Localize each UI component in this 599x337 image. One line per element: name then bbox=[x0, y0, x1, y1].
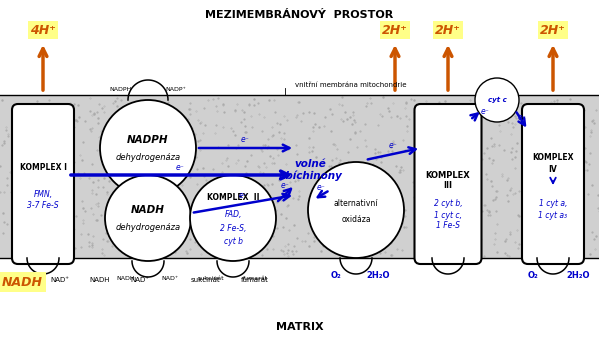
Text: NADPH: NADPH bbox=[127, 135, 169, 145]
Text: FAD,: FAD, bbox=[224, 210, 241, 218]
Circle shape bbox=[190, 175, 276, 261]
Text: O₂: O₂ bbox=[331, 272, 341, 280]
Text: dehydrogenáza: dehydrogenáza bbox=[116, 153, 180, 162]
Text: IV: IV bbox=[549, 165, 558, 175]
Text: 2H⁺: 2H⁺ bbox=[435, 24, 461, 36]
Text: e⁻: e⁻ bbox=[389, 142, 397, 151]
Text: 4H⁺: 4H⁺ bbox=[30, 24, 56, 36]
Text: MATRIX: MATRIX bbox=[276, 322, 323, 332]
Text: FMN,
3-7 Fe-S: FMN, 3-7 Fe-S bbox=[27, 190, 59, 210]
Text: e⁻: e⁻ bbox=[281, 182, 290, 190]
Text: III: III bbox=[443, 182, 452, 190]
Text: NADH: NADH bbox=[117, 276, 135, 281]
Text: fumarát: fumarát bbox=[243, 276, 268, 281]
Text: oxidáza: oxidáza bbox=[341, 215, 371, 224]
FancyBboxPatch shape bbox=[415, 104, 482, 264]
FancyBboxPatch shape bbox=[12, 104, 74, 264]
Text: e⁻: e⁻ bbox=[238, 191, 247, 201]
Text: NADP⁺: NADP⁺ bbox=[166, 87, 186, 92]
Text: cyt b: cyt b bbox=[223, 237, 243, 245]
FancyBboxPatch shape bbox=[522, 104, 584, 264]
Text: KOMPLEX I: KOMPLEX I bbox=[20, 163, 66, 173]
Text: NADH: NADH bbox=[90, 277, 110, 283]
Text: sukcinát: sukcinát bbox=[190, 277, 220, 283]
Circle shape bbox=[105, 175, 191, 261]
Text: 2H₂O: 2H₂O bbox=[366, 272, 390, 280]
Text: e⁻: e⁻ bbox=[241, 135, 250, 145]
Text: NAD⁺: NAD⁺ bbox=[162, 276, 179, 281]
Text: 1 cyt a,: 1 cyt a, bbox=[539, 198, 567, 208]
Circle shape bbox=[308, 162, 404, 258]
Text: NADH: NADH bbox=[131, 205, 165, 215]
Text: 2 cyt b,: 2 cyt b, bbox=[434, 200, 462, 209]
Circle shape bbox=[100, 100, 196, 196]
Text: sukcinát: sukcinát bbox=[198, 276, 224, 281]
Text: volné
ubíchinony: volné ubíchinony bbox=[278, 159, 342, 181]
Text: e⁻: e⁻ bbox=[518, 114, 527, 123]
Text: e⁻: e⁻ bbox=[176, 162, 184, 172]
Text: 1 cyt a₃: 1 cyt a₃ bbox=[539, 212, 567, 220]
Text: cyt c: cyt c bbox=[488, 97, 506, 103]
Text: NADH: NADH bbox=[2, 276, 43, 288]
FancyBboxPatch shape bbox=[0, 95, 599, 258]
Text: 2H⁺: 2H⁺ bbox=[540, 24, 566, 36]
Text: 1 cyt c,: 1 cyt c, bbox=[434, 211, 462, 219]
Text: KOMPLEX: KOMPLEX bbox=[533, 153, 574, 162]
Text: dehydrogenáza: dehydrogenáza bbox=[116, 223, 180, 233]
Text: NADPH: NADPH bbox=[109, 87, 131, 92]
Text: e⁻: e⁻ bbox=[317, 183, 326, 191]
Text: fumarát: fumarát bbox=[241, 277, 269, 283]
Text: e⁻: e⁻ bbox=[480, 108, 489, 117]
Text: alternativní: alternativní bbox=[334, 200, 378, 209]
Text: 2H₂O: 2H₂O bbox=[566, 272, 590, 280]
Text: vnitřní membrána mitochondrie: vnitřní membrána mitochondrie bbox=[295, 82, 407, 88]
Text: KOMPLEX  II: KOMPLEX II bbox=[207, 193, 259, 203]
Text: 2 Fe-S,: 2 Fe-S, bbox=[220, 223, 246, 233]
Text: 1 Fe-S: 1 Fe-S bbox=[436, 221, 460, 231]
Text: KOMPLEX: KOMPLEX bbox=[426, 171, 470, 180]
Text: 2H⁺: 2H⁺ bbox=[382, 24, 408, 36]
Text: MEZIMEMBRÁNOVÝ  PROSTOR: MEZIMEMBRÁNOVÝ PROSTOR bbox=[205, 10, 394, 20]
Text: O₂: O₂ bbox=[528, 272, 539, 280]
Text: NAD⁺: NAD⁺ bbox=[50, 277, 69, 283]
Circle shape bbox=[475, 78, 519, 122]
Text: NAD⁺: NAD⁺ bbox=[131, 277, 150, 283]
